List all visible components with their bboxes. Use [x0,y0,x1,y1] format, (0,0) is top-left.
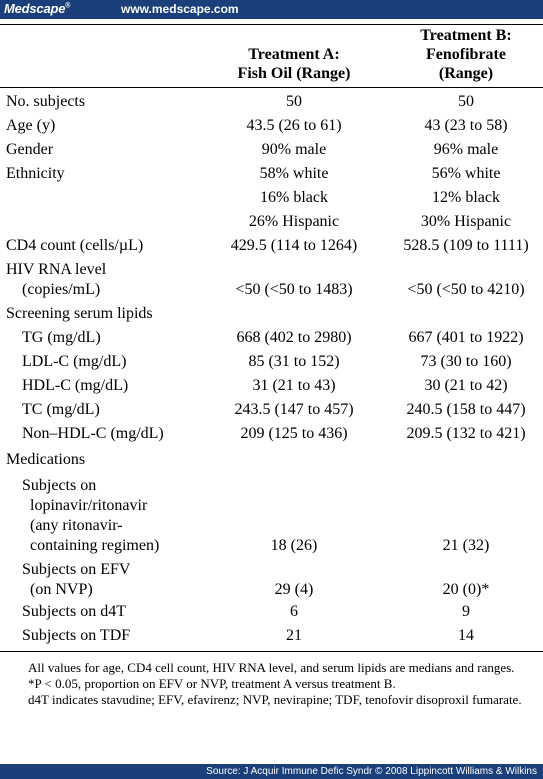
column-header-treatment-b: Treatment B: Fenofibrate (Range) [420,27,512,82]
cell-b: 50 [458,93,474,110]
row-label: TG (mg/dL) [22,329,101,346]
cell-a: 16% black [260,189,328,206]
cell-b: 21 (32) [442,537,490,554]
top-rule [0,24,543,25]
cell-a: 429.5 (114 to 1264) [230,237,358,254]
lopinavir-label: Subjects on lopinavir/ritonavir (any rit… [22,477,160,554]
cell-b: 56% white [431,165,501,182]
cell-b: 30 (21 to 42) [424,377,508,394]
cell-a: 6 [290,603,298,620]
table-row: Screening serum lipids [0,304,543,328]
table-row: 26% Hispanic 30% Hispanic [0,212,543,236]
medscape-logo: Medscape® [4,1,71,16]
table-row: 16% black 12% black [0,188,543,212]
row-label: Non–HDL-C (mg/dL) [22,425,164,442]
source-bar: Source: J Acquir Immune Defic Syndr © 20… [0,764,543,779]
row-label: Subjects on d4T [22,603,126,620]
table-row: Ethnicity 58% white 56% white [0,164,543,188]
row-label: Screening serum lipids [6,305,153,322]
cell-a: 668 (402 to 2980) [236,329,352,346]
table-row: 18 (26) 21 (32) [0,536,543,560]
table-row: HDL-C (mg/dL) 31 (21 to 43) 30 (21 to 42) [0,376,543,400]
cell-b: 20 (0)* [442,581,490,598]
row-label: Gender [6,141,54,158]
cell-a: 50 [286,93,302,110]
row-label: LDL-C (mg/dL) [22,353,127,370]
row-label: CD4 count (cells/µL) [6,237,144,254]
bottom-rule [0,651,543,652]
cell-a: 29 (4) [274,581,314,598]
row-label: Subjects on TDF [22,627,131,644]
table-row: 29 (4) 20 (0)* [0,580,543,604]
table-row: TC (mg/dL) 243.5 (147 to 457) 240.5 (158 t… [0,400,543,424]
cell-a: 18 (26) [270,537,318,554]
row-label: No. subjects [6,93,86,110]
row-label: HIV RNA level [6,261,107,278]
cell-b: <50 (<50 to 4210) [407,281,525,298]
cell-b: 14 [458,627,474,644]
site-url[interactable]: www.medscape.com [121,2,239,16]
header-bar: Medscape® www.medscape.com [0,0,543,19]
cell-b: 73 (30 to 160) [420,353,512,370]
table-row: Medications [0,450,543,474]
table-row: Age (y) 43.5 (26 to 61) 43 (23 to 58) [0,116,543,140]
cell-a: 85 (31 to 152) [248,353,340,370]
efv-label: Subjects on EFV (on NVP) [22,561,131,598]
cell-a: 58% white [259,165,329,182]
row-label: Medications [6,451,86,468]
table-row: TG (mg/dL) 668 (402 to 2980) 667 (401 to 1… [0,328,543,352]
cell-b: 96% male [433,141,499,158]
column-header-treatment-a: Treatment A: Fish Oil (Range) [237,46,351,82]
source-citation: Source: J Acquir Immune Defic Syndr © 20… [206,766,537,777]
cell-a: <50 (<50 to 1483) [235,281,353,298]
table-footnotes: All values for age, CD4 cell count, HIV … [6,660,540,708]
cell-a: 209 (125 to 436) [240,425,348,442]
cell-b: 43 (23 to 58) [424,117,508,134]
header-rule [0,87,543,88]
table-row: No. subjects 50 50 [0,92,543,116]
cell-a: 31 (21 to 43) [252,377,336,394]
cell-a: 243.5 (147 to 457) [234,401,354,418]
table-row: Subjects on d4T 6 9 [0,602,543,626]
row-label: HDL-C (mg/dL) [22,377,129,394]
cell-a: 90% male [261,141,327,158]
table-row: (copies/mL) <50 (<50 to 1483) <50 (<50 to … [0,280,543,304]
row-label: Ethnicity [6,165,65,182]
table-row: LDL-C (mg/dL) 85 (31 to 152) 73 (30 to 160… [0,352,543,376]
footnote-significance: *P < 0.05, proportion on EFV or NVP, tre… [28,676,396,691]
cell-b: 9 [462,603,470,620]
table-row: HIV RNA level [0,260,543,284]
cell-a: 43.5 (26 to 61) [246,117,342,134]
cell-b: 30% Hispanic [420,213,512,230]
row-label: Age (y) [6,117,56,134]
cell-a: 21 [286,627,302,644]
row-label: TC (mg/dL) [22,401,100,418]
cell-b: 528.5 (109 to 1111) [403,237,529,254]
table-row: Subjects on TDF 21 14 [0,626,543,650]
cell-b: 240.5 (158 to 447) [406,401,526,418]
table-row: Non–HDL-C (mg/dL) 209 (125 to 436) 209.5 (… [0,424,543,448]
cell-a: 26% Hispanic [248,213,340,230]
row-label: (copies/mL) [22,281,101,298]
cell-b: 667 (401 to 1922) [408,329,524,346]
cell-b: 209.5 (132 to 421) [406,425,526,442]
footnote-ranges: All values for age, CD4 cell count, HIV … [28,660,515,675]
table-row: CD4 count (cells/µL) 429.5 (114 to 1264) 5… [0,236,543,260]
cell-b: 12% black [432,189,500,206]
table-row: Gender 90% male 96% male [0,140,543,164]
footnote-abbreviations: d4T indicates stavudine; EFV, efavirenz;… [28,692,522,707]
